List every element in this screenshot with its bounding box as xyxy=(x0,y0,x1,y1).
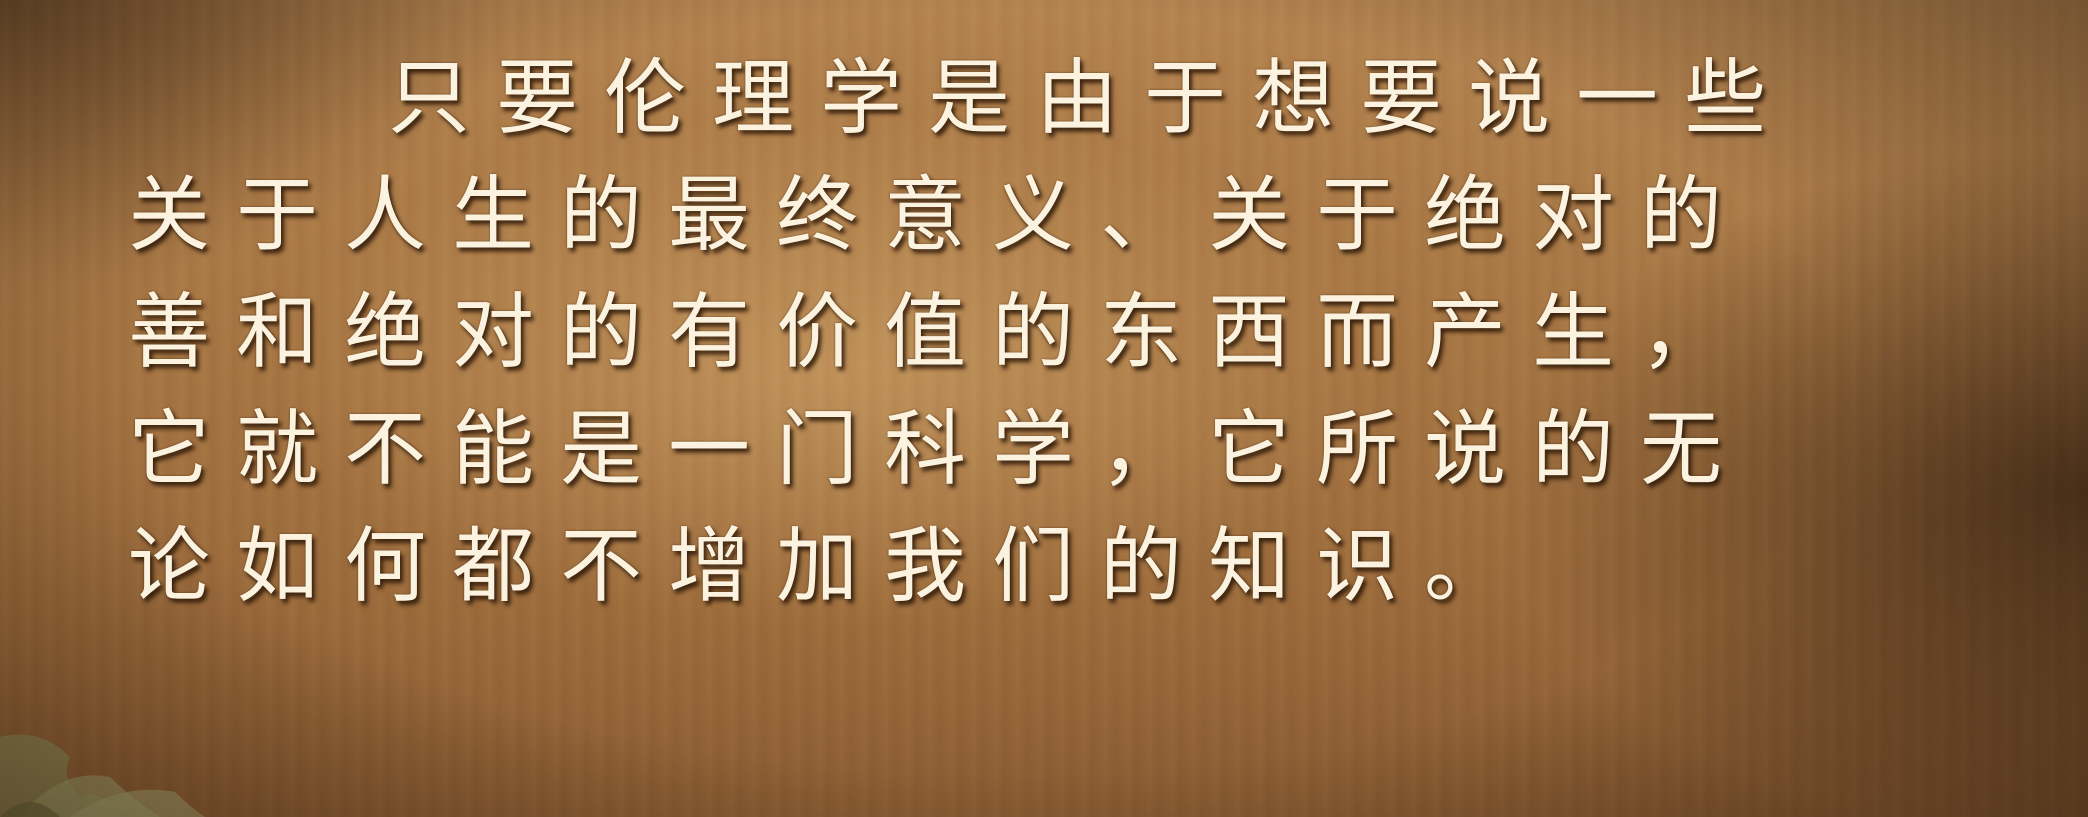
quote-line: 只要伦理学是由于想要说一些 xyxy=(388,51,1793,146)
leaves-decoration xyxy=(0,734,205,817)
quote-line: 论如何都不增加我们的知识。 xyxy=(128,519,1533,614)
quote-line: 它就不能是一门科学，它所说的无 xyxy=(128,402,1749,497)
quote-line: 关于人生的最终意义、关于绝对的 xyxy=(128,168,1749,263)
quote-line: 善和绝对的有价值的东西而产生， xyxy=(128,285,1749,380)
quote-text-block: 只要伦理学是由于想要说一些 关于人生的最终意义、关于绝对的 善和绝对的有价值的东… xyxy=(128,40,1928,625)
